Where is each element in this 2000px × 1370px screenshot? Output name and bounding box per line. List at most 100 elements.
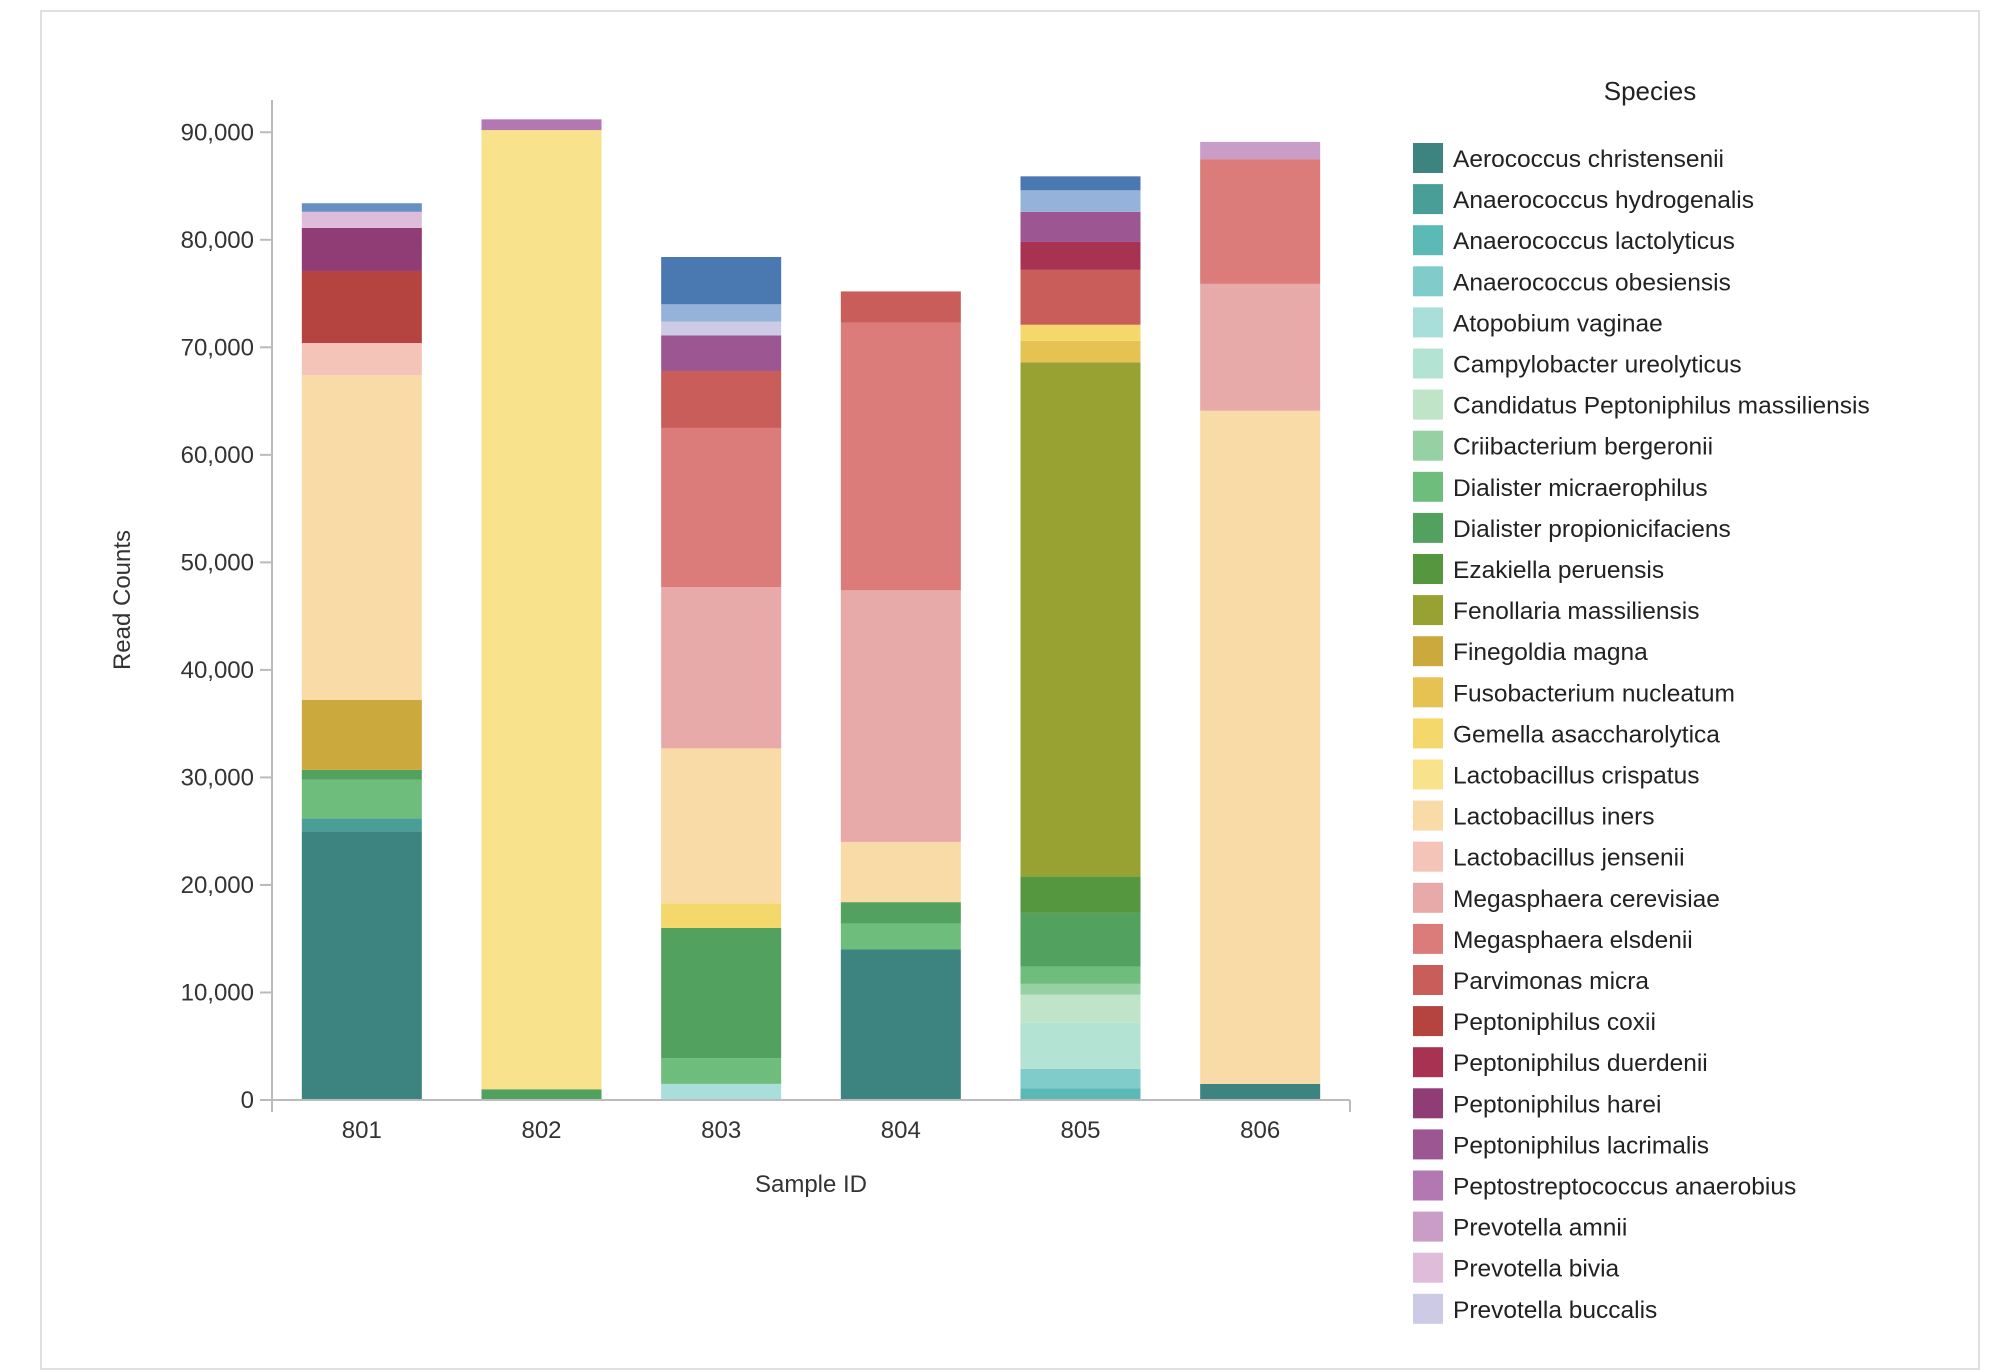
legend-entry-label[interactable]: Campylobacter ureolyticus [1453,352,1742,379]
bar-segment[interactable] [301,343,422,376]
legend-entry-label[interactable]: Lactobacillus jensenii [1453,845,1685,872]
bar-segment[interactable] [840,322,961,591]
bar-segment[interactable] [1020,269,1141,325]
legend-entry-label[interactable]: Peptostreptococcus anaerobius [1453,1174,1796,1201]
legend-swatch[interactable] [1413,1252,1443,1283]
legend-entry-label[interactable]: Anaerococcus hydrogenalis [1453,187,1754,214]
bar-segment[interactable] [1020,1022,1141,1069]
bar-segment[interactable] [661,335,782,371]
bar-segment[interactable] [1200,410,1321,1084]
legend-swatch[interactable] [1413,1047,1443,1078]
legend-swatch[interactable] [1413,841,1443,872]
legend-swatch[interactable] [1413,143,1443,173]
bar-segment[interactable] [301,227,422,271]
legend-swatch[interactable] [1413,595,1443,626]
legend-swatch[interactable] [1413,512,1443,543]
bar-segment[interactable] [1200,159,1321,284]
legend-swatch[interactable] [1413,184,1443,215]
bar-segment[interactable] [840,923,961,950]
legend-swatch[interactable] [1413,389,1443,420]
bar-segment[interactable] [661,427,782,588]
legend-swatch[interactable] [1413,636,1443,667]
bar-segment[interactable] [481,130,602,1090]
legend-swatch[interactable] [1413,225,1443,256]
bar-segment[interactable] [661,927,782,1059]
bar-segment[interactable] [840,590,961,842]
legend-swatch[interactable] [1413,307,1443,338]
bar-segment[interactable] [301,203,422,212]
legend-swatch[interactable] [1413,266,1443,297]
legend-entry-label[interactable]: Parvimonas micra [1453,968,1649,995]
bar-segment[interactable] [840,902,961,924]
bar-segment[interactable] [301,831,422,1100]
bar-segment[interactable] [1020,211,1141,242]
bar-segment[interactable] [301,375,422,700]
legend-swatch[interactable] [1413,965,1443,995]
legend-swatch[interactable] [1413,677,1443,708]
legend-swatch[interactable] [1413,1129,1443,1160]
legend-entry-label[interactable]: Criibacterium bergeronii [1453,434,1713,461]
legend-swatch[interactable] [1413,718,1443,749]
legend-swatch[interactable] [1413,348,1443,379]
bar-segment[interactable] [661,587,782,749]
legend-swatch[interactable] [1413,1088,1443,1119]
legend-entry-label[interactable]: Peptoniphilus duerdenii [1453,1050,1708,1077]
legend-entry-label[interactable]: Finegoldia magna [1453,639,1648,666]
bar-segment[interactable] [1020,966,1141,984]
bar-segment[interactable] [661,370,782,428]
bar-segment[interactable] [661,256,782,305]
bar-segment[interactable] [481,119,602,131]
bar-segment[interactable] [1020,362,1141,877]
legend-swatch[interactable] [1413,800,1443,831]
bar-segment[interactable] [301,700,422,770]
bar-segment[interactable] [301,270,422,344]
bar-segment[interactable] [661,748,782,904]
bar-segment[interactable] [301,818,422,832]
legend-entry-label[interactable]: Megasphaera cerevisiae [1453,886,1720,913]
bar-segment[interactable] [840,291,961,323]
bar-segment[interactable] [1020,241,1141,270]
legend-entry-label[interactable]: Aerococcus christensenii [1453,146,1724,173]
bar-segment[interactable] [661,903,782,928]
bar-segment[interactable] [1020,994,1141,1023]
bar-segment[interactable] [1020,190,1141,212]
legend-entry-label[interactable]: Dialister micraerophilus [1453,475,1708,502]
legend-swatch[interactable] [1413,923,1443,954]
legend-entry-label[interactable]: Fusobacterium nucleatum [1453,680,1735,707]
legend-swatch[interactable] [1413,471,1443,502]
bar-segment[interactable] [1020,324,1141,341]
bar-segment[interactable] [1020,340,1141,363]
bar-segment[interactable] [1020,1088,1141,1100]
bar-segment[interactable] [1020,912,1141,967]
legend-swatch[interactable] [1413,1006,1443,1037]
bar-segment[interactable] [661,321,782,336]
bar-segment[interactable] [301,779,422,819]
bar-segment[interactable] [1020,876,1141,913]
legend-swatch[interactable] [1413,1211,1443,1242]
bar-segment[interactable] [661,1058,782,1084]
legend-swatch[interactable] [1413,554,1443,584]
bar-segment[interactable] [301,211,422,228]
legend-swatch[interactable] [1413,759,1443,790]
legend-entry-label[interactable]: Lactobacillus iners [1453,804,1655,831]
bar-segment[interactable] [481,1089,602,1100]
bar-segment[interactable] [840,949,961,1100]
legend-swatch[interactable] [1413,430,1443,461]
legend-entry-label[interactable]: Dialister propionicifaciens [1453,516,1731,543]
legend-swatch[interactable] [1413,1293,1443,1324]
legend-entry-label[interactable]: Anaerococcus lactolyticus [1453,228,1735,255]
legend-entry-label[interactable]: Prevotella buccalis [1453,1297,1657,1324]
legend-entry-label[interactable]: Prevotella bivia [1453,1256,1620,1283]
legend-swatch[interactable] [1413,1170,1443,1201]
legend-entry-label[interactable]: Peptoniphilus lacrimalis [1453,1132,1709,1159]
legend-entry-label[interactable]: Peptoniphilus harei [1453,1091,1661,1118]
legend-entry-label[interactable]: Ezakiella peruensis [1453,557,1664,584]
bar-segment[interactable] [1200,283,1321,411]
legend-entry-label[interactable]: Anaerococcus obesiensis [1453,269,1731,296]
legend-entry-label[interactable]: Megasphaera elsdenii [1453,927,1693,954]
legend-entry-label[interactable]: Prevotella amnii [1453,1215,1627,1242]
legend-entry-label[interactable]: Atopobium vaginae [1453,310,1663,337]
bar-segment[interactable] [1200,1083,1321,1100]
legend-swatch[interactable] [1413,882,1443,913]
bar-segment[interactable] [661,1083,782,1100]
